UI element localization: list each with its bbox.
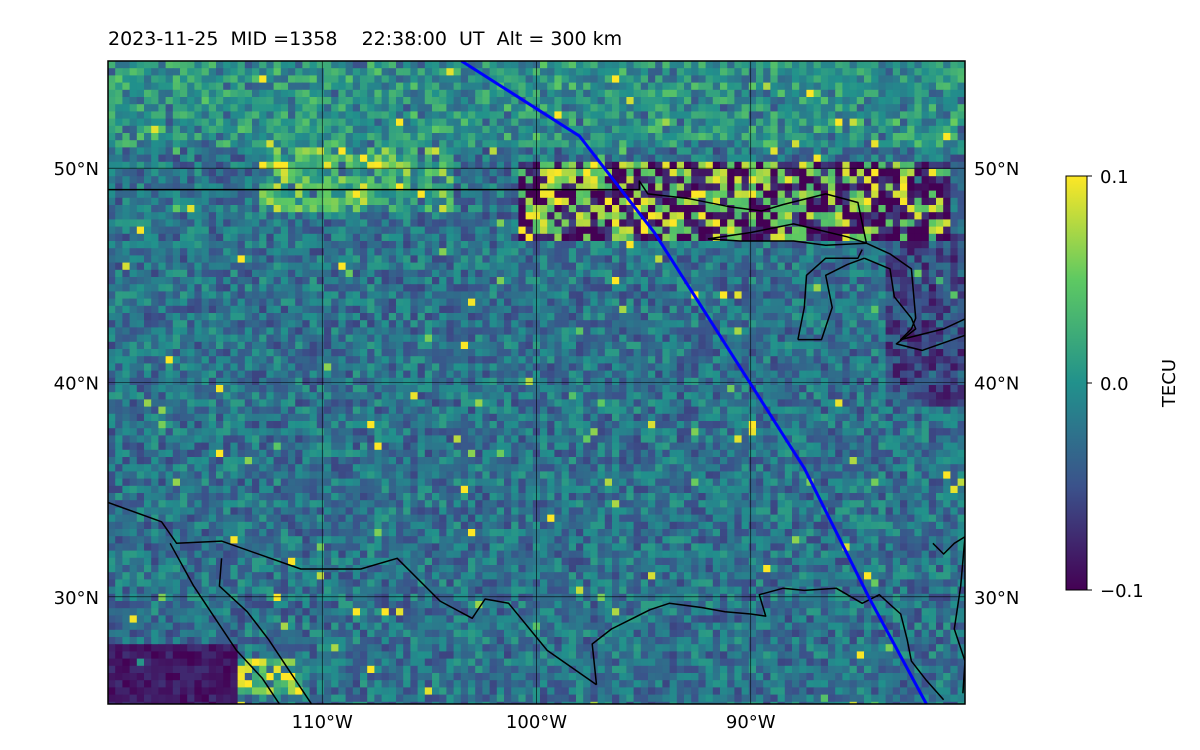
colorbar-tick-label: 0.1 (1100, 167, 1129, 188)
longitude-labels-bottom: 110°W 100°W 90°W (292, 712, 776, 733)
coastlines-borders (108, 180, 965, 704)
lon-label: 100°W (506, 712, 567, 733)
tec-pixel-grid (108, 61, 965, 704)
map-title: 2023-11-25 MID =1358 22:38:00 UT Alt = 3… (108, 28, 623, 50)
colorbar-gradient (1065, 175, 1088, 591)
coastline-segment (169, 542, 281, 704)
coastline-segment (591, 587, 945, 701)
coastline-segment (108, 180, 965, 341)
colorbar-tick-label: 0.0 (1100, 374, 1129, 395)
colorbar-label: TECU (1159, 359, 1180, 408)
coastline-segment (108, 501, 597, 686)
map-frame (107, 60, 966, 705)
latitude-labels-left: 50°N 40°N 30°N (54, 159, 99, 609)
colorbar-ticks: 0.1 0.0 −0.1 (1087, 167, 1144, 602)
colorbar-tick-label: −0.1 (1100, 581, 1144, 602)
lat-label-right: 40°N (974, 374, 1019, 395)
lon-label: 110°W (292, 712, 353, 733)
coastline-segment (797, 257, 865, 341)
coastline-segment (797, 249, 863, 340)
coastline-segment (864, 257, 965, 352)
lat-label-right: 50°N (974, 159, 1019, 180)
lat-label-right: 30°N (974, 588, 1019, 609)
satellite-track-line (460, 61, 928, 704)
lat-label-left: 30°N (54, 588, 99, 609)
map-plot-area (107, 60, 966, 705)
lat-label-left: 40°N (54, 374, 99, 395)
coastline-segment (932, 536, 965, 694)
lat-label-left: 50°N (54, 159, 99, 180)
lon-label: 90°W (726, 712, 776, 733)
coastline-segment (707, 223, 868, 247)
coastline-segment (218, 558, 313, 704)
colorbar: 0.1 0.0 −0.1 TECU (1065, 167, 1180, 602)
latitude-labels-right: 50°N 40°N 30°N (974, 159, 1019, 609)
